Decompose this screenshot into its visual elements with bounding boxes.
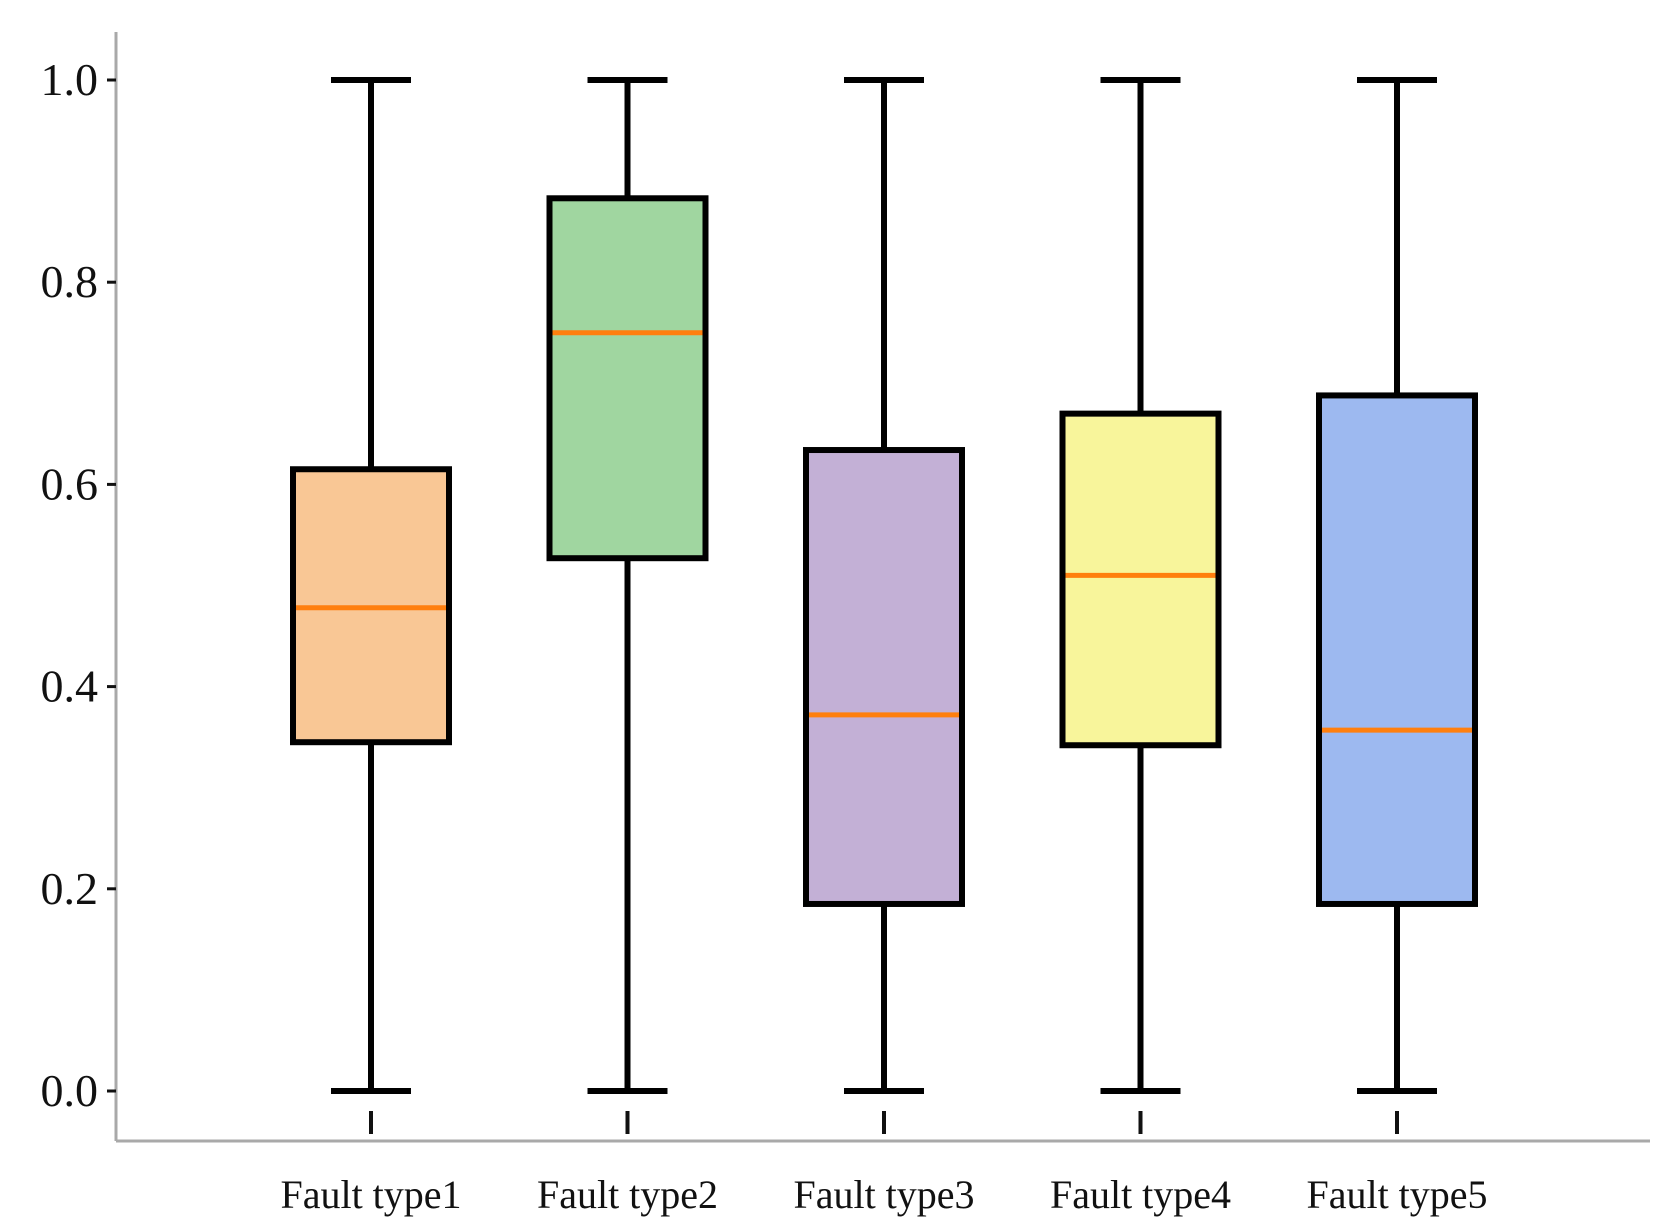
y-tick-label: 0.4 <box>41 661 99 712</box>
labels: 0.0 0.2 0.4 0.6 0.8 1.0 Fault type1 Fault type2… <box>41 54 1488 1217</box>
box-group-2 <box>546 77 709 1094</box>
iqr-box <box>546 195 709 562</box>
box-group-3 <box>803 77 965 1094</box>
box-group-1 <box>290 77 452 1094</box>
x-tick-label: Fault type5 <box>1306 1172 1487 1217</box>
boxes <box>290 77 1478 1094</box>
iqr-box <box>1316 392 1478 907</box>
x-tick-label: Fault type1 <box>280 1172 461 1217</box>
y-tick-label: 0.0 <box>41 1065 99 1116</box>
y-tick-label: 1.0 <box>41 54 99 105</box>
y-tick-label: 0.8 <box>41 256 99 307</box>
box-group-5 <box>1316 77 1478 1094</box>
box-group-4 <box>1059 77 1222 1094</box>
iqr-box <box>1059 410 1222 749</box>
iqr-box <box>803 447 965 907</box>
axes <box>107 32 1650 1143</box>
y-tick-label: 0.6 <box>41 458 99 509</box>
x-tick-label: Fault type4 <box>1050 1172 1231 1217</box>
x-tick-label: Fault type2 <box>537 1172 718 1217</box>
x-tick-label: Fault type3 <box>793 1172 974 1217</box>
y-tick-label: 0.2 <box>41 863 99 914</box>
